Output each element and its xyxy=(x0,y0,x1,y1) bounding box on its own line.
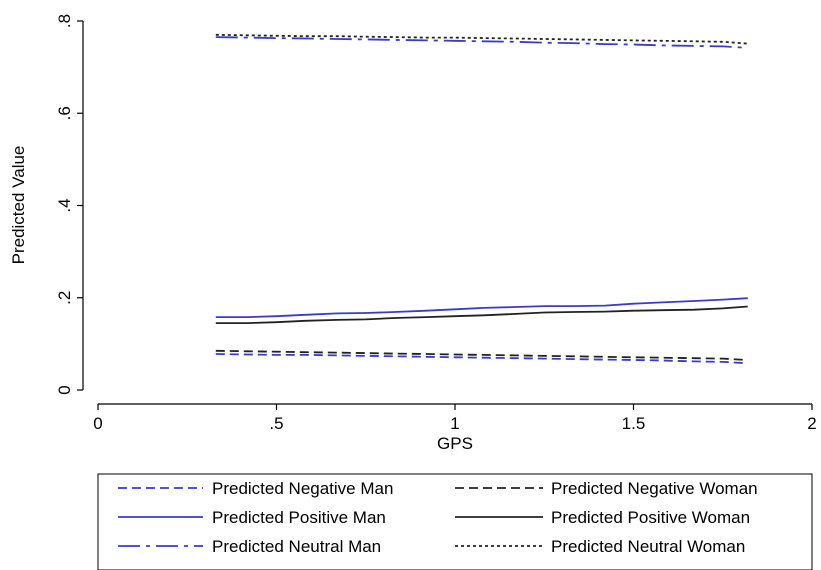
legend-label: Predicted Positive Woman xyxy=(551,508,750,527)
legend: Predicted Negative Man Predicted Negative… xyxy=(97,473,813,570)
axes: 0 .2 .4 .6 .8 0 .5 1 1.5 2 xyxy=(55,14,817,433)
y-tick-label: .8 xyxy=(55,14,74,28)
legend-frame xyxy=(97,473,813,570)
series-line-predicted-positive-man xyxy=(215,297,748,319)
x-tick-label: 1.5 xyxy=(622,414,646,433)
y-axis-title: Predicted Value xyxy=(9,146,28,265)
x-tick-label: .5 xyxy=(269,414,283,433)
series-line-predicted-positive-woman xyxy=(215,305,748,325)
y-tick-label: 0 xyxy=(55,385,74,394)
series-line-predicted-negative-woman xyxy=(215,349,748,361)
series-line-predicted-neutral-woman xyxy=(215,33,748,45)
y-tick-label: .4 xyxy=(55,198,74,212)
x-axis-title: GPS xyxy=(437,434,473,453)
legend-label: Predicted Negative Woman xyxy=(551,479,758,498)
series-line-predicted-neutral-man xyxy=(215,36,748,49)
x-tick-label: 0 xyxy=(93,414,102,433)
legend-label: Predicted Neutral Woman xyxy=(551,537,745,556)
x-tick-label: 1 xyxy=(450,414,459,433)
y-tick-label: .2 xyxy=(55,291,74,305)
legend-label: Predicted Neutral Man xyxy=(212,537,381,556)
series-line-predicted-negative-man xyxy=(215,353,748,365)
legend-label: Predicted Negative Man xyxy=(212,479,393,498)
x-tick-label: 2 xyxy=(807,414,816,433)
y-tick-label: .6 xyxy=(55,106,74,120)
series-lines xyxy=(215,33,748,365)
legend-label: Predicted Positive Man xyxy=(212,508,386,527)
